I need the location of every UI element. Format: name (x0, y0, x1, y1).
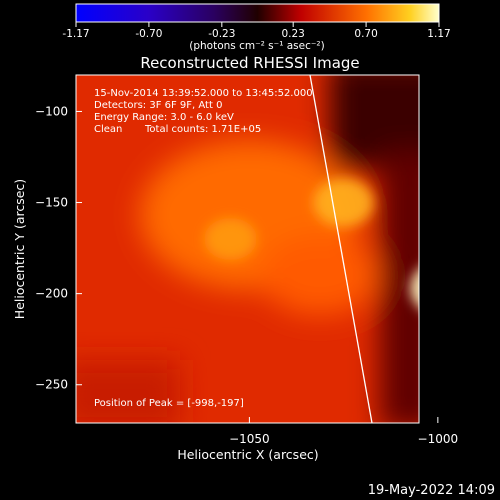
info-counts: Total counts: 1.71E+05 (144, 124, 261, 135)
info-time: 15-Nov-2014 13:39:52.000 to 13:45:52.000 (94, 88, 313, 99)
peak-core (436, 279, 454, 297)
x-axis-label: Heliocentric X (arcsec) (177, 447, 318, 462)
y-tick-label: −100 (35, 104, 68, 118)
dim-bottom-left (76, 360, 180, 423)
colorbar-tick-label: -0.23 (208, 28, 235, 40)
colorbar-units: (photons cm⁻² s⁻¹ asec⁻²) (189, 40, 324, 52)
footer-date: 19-May-2022 14:09 (368, 483, 495, 498)
source-blob (465, 193, 500, 241)
y-axis-label: Heliocentric Y (arcsec) (12, 179, 27, 319)
colorbar-tick-label: 0.23 (281, 28, 304, 40)
y-axis: −100 −150 −200 −250 (35, 104, 82, 392)
source-blob (313, 178, 374, 227)
x-axis: −1050−1000−950 (229, 417, 459, 446)
colorbar-tick-label: -1.17 (62, 28, 89, 40)
colorbar-tick-label: 0.70 (354, 28, 377, 40)
colorbar (75, 3, 440, 23)
peak-source (410, 269, 419, 307)
solar-limb (309, 75, 373, 423)
info-peak: Position of Peak = [-998,-197] (94, 398, 244, 409)
dark-edge-right (380, 150, 419, 423)
info-energy: Energy Range: 3.0 - 6.0 keV (94, 112, 234, 123)
plot-frame (75, 74, 420, 424)
source-blob (204, 217, 257, 260)
y-tick-label: −200 (35, 287, 68, 301)
x-tick-label: −1050 (229, 432, 270, 446)
colorbar-ticks: -1.17 -0.70 -0.23 0.23 0.70 1.17 (62, 22, 451, 40)
chart-title: Reconstructed RHESSI Image (140, 54, 359, 72)
y-tick-label: −150 (35, 196, 68, 210)
info-clean: Clean (94, 124, 122, 135)
x-tick-label: −1000 (418, 432, 459, 446)
colorbar-tick-label: -0.70 (135, 28, 162, 40)
colorbar-tick-label: 1.17 (427, 28, 450, 40)
y-tick-label: −250 (35, 378, 68, 392)
heatmap-image (76, 75, 500, 423)
glow-lower-right (260, 235, 380, 315)
info-detectors: Detectors: 3F 6F 9F, Att 0 (94, 100, 222, 111)
